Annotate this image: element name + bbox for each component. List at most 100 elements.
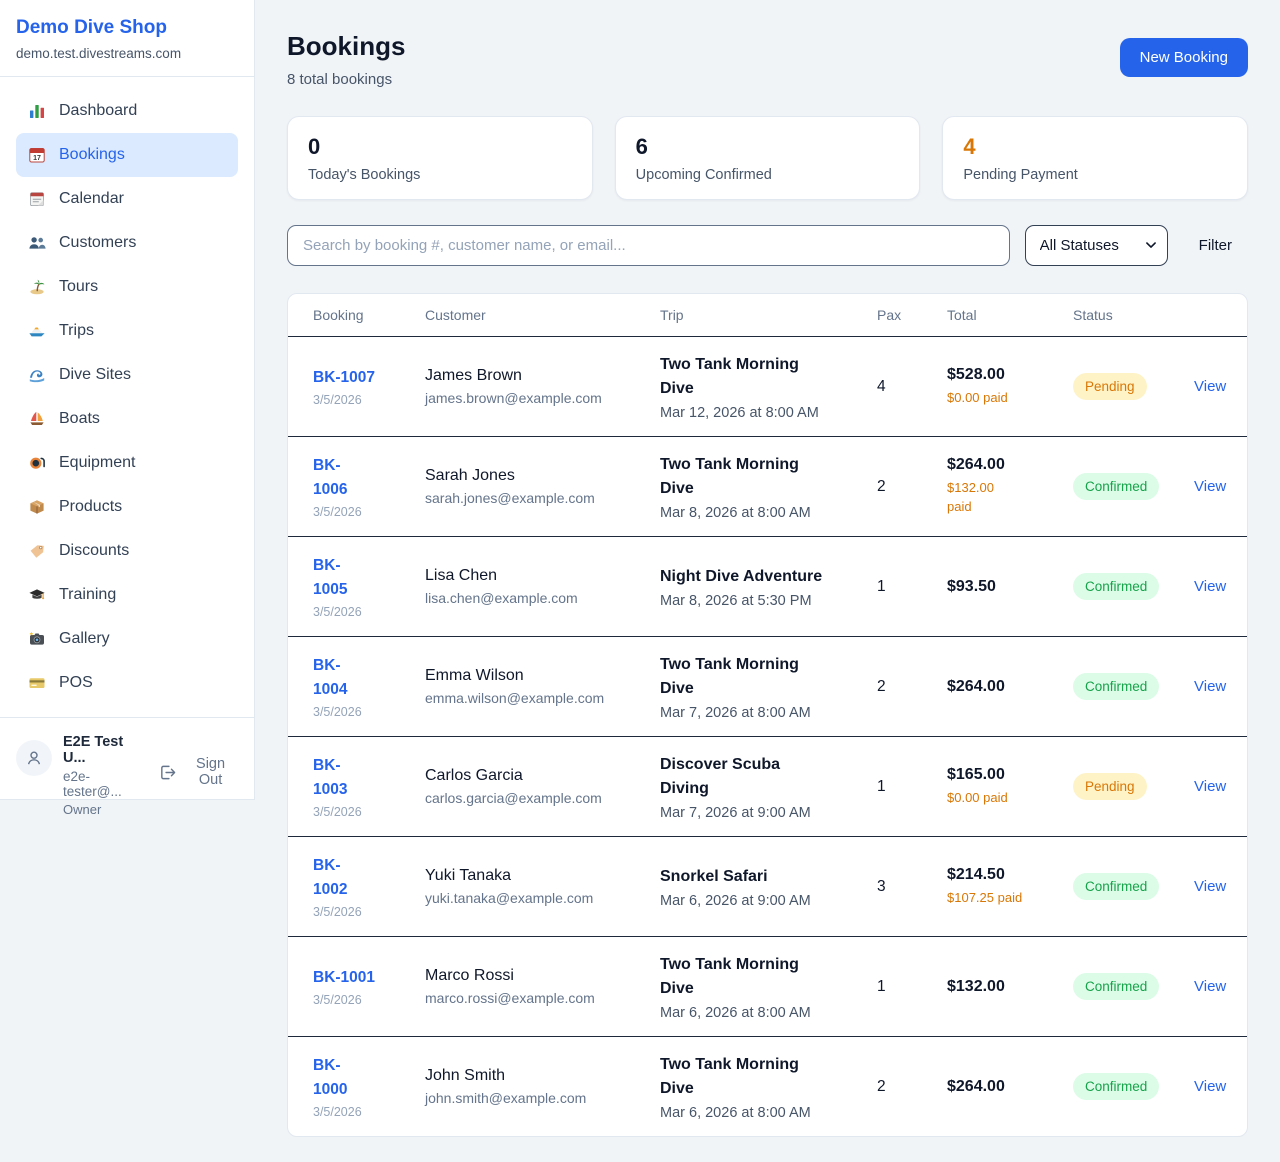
view-link[interactable]: View [1194, 877, 1227, 895]
filters-row: All Statuses Filter [287, 225, 1248, 266]
sidebar-item-gallery[interactable]: Gallery [16, 617, 238, 661]
user-info: E2E Test U... e2e-tester@... Owner [63, 734, 148, 817]
total-amount: $264.00 [947, 677, 1005, 695]
status-filter-select[interactable]: All Statuses [1024, 225, 1168, 266]
view-link[interactable]: View [1194, 1077, 1227, 1095]
stat-card: 6 Upcoming Confirmed [614, 116, 921, 200]
pax-value: 1 [877, 777, 886, 795]
status-badge: Pending [1073, 373, 1147, 400]
credit-card-icon [28, 674, 46, 692]
table-body: BK-1007 3/5/2026 James Brown james.brown… [288, 336, 1247, 1136]
sidebar-item-equipment[interactable]: Equipment [16, 441, 238, 485]
total-paid: $132.00 paid [947, 480, 994, 514]
sidebar-item-tours[interactable]: Tours [16, 265, 238, 309]
view-link[interactable]: View [1194, 577, 1227, 595]
svg-text:17: 17 [33, 155, 41, 162]
booking-id-link[interactable]: BK- 1005 [313, 556, 348, 598]
total-paid: $107.25 paid [947, 889, 1023, 905]
status-badge: Confirmed [1073, 1073, 1160, 1100]
sidebar-item-boats[interactable]: Boats [16, 397, 238, 441]
trip-time: Mar 6, 2026 at 9:00 AM [660, 892, 811, 909]
view-link[interactable]: View [1194, 777, 1227, 795]
new-booking-button[interactable]: New Booking [1119, 38, 1248, 77]
brand-name: Demo Dive Shop [16, 17, 167, 38]
sidebar-item-products[interactable]: Products [16, 485, 238, 529]
sidebar-item-pos[interactable]: POS [16, 661, 238, 705]
sidebar-item-training[interactable]: Training [16, 573, 238, 617]
logout-icon [159, 764, 176, 781]
table-row: BK- 1004 3/5/2026 Emma Wilson emma.wilso… [288, 636, 1247, 736]
booking-id-link[interactable]: BK- 1004 [313, 656, 348, 698]
trip-name: Two Tank Morning Dive [660, 455, 799, 497]
stat-value: 6 [635, 134, 648, 159]
customer-email: carlos.garcia@example.com [425, 790, 602, 806]
trip-name: Night Dive Adventure [660, 567, 823, 585]
table-row: BK- 1005 3/5/2026 Lisa Chen lisa.chen@ex… [288, 536, 1247, 636]
trip-name: Two Tank Morning Dive [660, 1055, 799, 1097]
trip-time: Mar 6, 2026 at 8:00 AM [660, 1004, 811, 1021]
user-email: e2e-tester@... [63, 769, 122, 799]
trip-time: Mar 8, 2026 at 8:00 AM [660, 504, 811, 521]
trip-time: Mar 12, 2026 at 8:00 AM [660, 404, 819, 421]
booking-id-link[interactable]: BK-1001 [313, 968, 376, 986]
sign-out-button[interactable]: Sign Out [159, 756, 238, 788]
status-badge: Confirmed [1073, 573, 1160, 600]
page-header: Bookings 8 total bookings New Booking [287, 31, 1248, 88]
filter-button[interactable]: Filter [1183, 237, 1248, 254]
sidebar-item-dive-sites[interactable]: Dive Sites [16, 353, 238, 397]
status-badge: Confirmed [1073, 973, 1160, 1000]
trip-name: Two Tank Morning Dive [660, 355, 799, 397]
view-link[interactable]: View [1194, 677, 1227, 695]
view-link[interactable]: View [1194, 477, 1227, 495]
trip-time: Mar 6, 2026 at 8:00 AM [660, 1104, 811, 1121]
view-link[interactable]: View [1194, 377, 1227, 395]
package-icon [28, 498, 46, 516]
sidebar-item-trips[interactable]: Trips [16, 309, 238, 353]
sidebar-item-discounts[interactable]: Discounts [16, 529, 238, 573]
sidebar-item-calendar[interactable]: Calendar [16, 177, 238, 221]
pax-value: 1 [877, 977, 886, 995]
avatar [16, 740, 52, 776]
booking-id-link[interactable]: BK- 1006 [313, 456, 348, 498]
column-header-customer: Customer [425, 307, 486, 323]
trip-name: Two Tank Morning Dive [660, 955, 799, 997]
booking-date: 3/5/2026 [313, 605, 362, 620]
booking-id-link[interactable]: BK- 1002 [313, 856, 348, 898]
people-icon [28, 234, 46, 252]
customer-email: sarah.jones@example.com [425, 490, 595, 506]
customer-name: Lisa Chen [425, 567, 498, 584]
sidebar-item-dashboard[interactable]: Dashboard [16, 89, 238, 133]
total-amount: $214.50 [947, 865, 1005, 883]
trip-name: Snorkel Safari [660, 867, 768, 885]
booking-id-link[interactable]: BK- 1003 [313, 756, 348, 798]
sidebar-item-bookings[interactable]: 17 Bookings [16, 133, 238, 177]
customer-name: Emma Wilson [425, 667, 524, 684]
status-badge: Confirmed [1073, 673, 1160, 700]
booking-date: 3/5/2026 [313, 505, 362, 520]
booking-date: 3/5/2026 [313, 993, 362, 1007]
customer-email: john.smith@example.com [425, 1090, 587, 1106]
sidebar-header: Demo Dive Shop demo.test.divestreams.com [0, 0, 254, 77]
booking-id-link[interactable]: BK-1007 [313, 368, 376, 386]
column-header-trip: Trip [660, 307, 684, 323]
total-amount: $165.00 [947, 765, 1005, 783]
customer-email: marco.rossi@example.com [425, 990, 595, 1006]
table-row: BK- 1006 3/5/2026 Sarah Jones sarah.jone… [288, 436, 1247, 536]
column-header-pax: Pax [877, 307, 902, 323]
sign-out-label: Sign Out [196, 756, 226, 788]
booking-id-link[interactable]: BK- 1000 [313, 1056, 348, 1098]
pax-value: 1 [877, 577, 886, 595]
pax-value: 4 [877, 377, 886, 395]
stat-label: Today's Bookings [308, 167, 421, 183]
bookings-table: Booking Customer Trip Pax Total Status BK-100… [287, 293, 1248, 1137]
status-badge: Pending [1073, 773, 1147, 800]
sidebar-item-customers[interactable]: Customers [16, 221, 238, 265]
user-name: E2E Test U... [63, 734, 124, 766]
speedboat-icon [28, 322, 46, 340]
graduation-cap-icon [28, 586, 46, 604]
view-link[interactable]: View [1194, 977, 1227, 995]
search-input[interactable] [287, 225, 1010, 266]
table-row: BK- 1000 3/5/2026 John Smith john.smith@… [288, 1036, 1247, 1136]
main-content: Bookings 8 total bookings New Booking 0 … [255, 0, 1280, 1137]
customer-email: lisa.chen@example.com [425, 590, 578, 606]
